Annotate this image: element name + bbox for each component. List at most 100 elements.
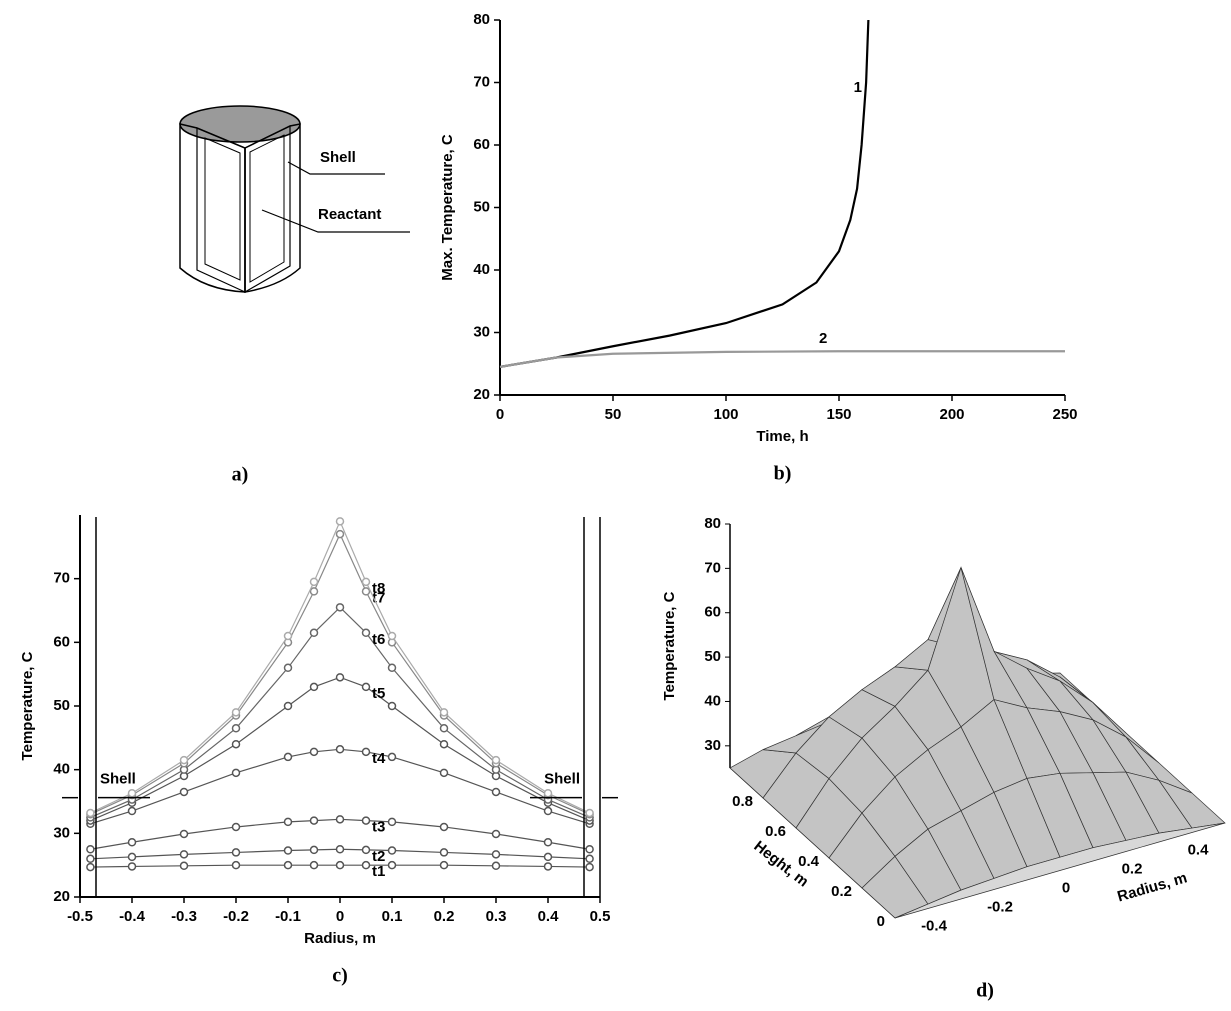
- shell-annotation: Shell: [544, 771, 580, 788]
- y-tick-label: 30: [53, 824, 70, 841]
- marker: [231, 724, 241, 733]
- marker: [231, 768, 241, 778]
- marker: [387, 701, 397, 711]
- marker: [283, 846, 293, 855]
- z-axis-label: Temperature, C: [661, 591, 678, 700]
- marker: [309, 577, 319, 587]
- marker: [179, 861, 189, 871]
- marker: [543, 837, 553, 847]
- marker: [86, 808, 95, 818]
- y-tick-label: 20: [53, 888, 70, 905]
- surface-side: [894, 822, 1226, 919]
- y-tick-label: 60: [473, 136, 490, 153]
- x-tick-label: 0.1: [382, 908, 403, 925]
- marker: [309, 860, 319, 870]
- marker: [439, 848, 449, 857]
- shell-annotation: Shell: [100, 771, 136, 788]
- marker: [387, 752, 397, 762]
- marker: [543, 852, 553, 862]
- series-label: t1: [372, 863, 385, 880]
- marker: [309, 845, 319, 855]
- cylinder-diagram: Shell Reactant a): [179, 105, 410, 486]
- marker: [283, 752, 293, 762]
- series-line: [499, 19, 870, 368]
- y-tick-label: 70: [473, 73, 490, 90]
- marker: [283, 817, 293, 827]
- marker: [127, 852, 137, 862]
- caption: c): [332, 965, 348, 987]
- z-tick-label: 30: [704, 737, 721, 754]
- series-label: t5: [372, 685, 385, 702]
- marker: [361, 577, 371, 587]
- y-tick-label: 40: [473, 261, 490, 278]
- marker: [309, 628, 319, 638]
- x-tick-label: -0.1: [275, 908, 301, 925]
- marker: [335, 603, 345, 612]
- y-tick-label: 0: [877, 913, 885, 930]
- y-tick-label: 0.6: [765, 823, 786, 840]
- x-tick-label: 0.4: [538, 908, 560, 925]
- marker: [491, 829, 501, 839]
- marker: [231, 739, 241, 749]
- y-tick-label: 50: [473, 198, 490, 215]
- marker: [361, 860, 371, 870]
- y-tick-label: 40: [53, 761, 70, 778]
- x-tick-label: -0.4: [119, 908, 146, 925]
- marker: [335, 529, 345, 539]
- marker: [543, 806, 553, 816]
- marker: [387, 631, 397, 641]
- x-tick-label: 150: [826, 406, 851, 423]
- y-tick-label: 80: [473, 11, 490, 28]
- marker: [231, 848, 241, 857]
- marker: [283, 701, 293, 711]
- x-tick-label: 0.4: [1188, 841, 1210, 858]
- marker: [439, 708, 449, 717]
- marker: [127, 837, 137, 847]
- y-axis-label: Max. Temperature, C: [439, 134, 456, 281]
- reactant-label: Reactant: [318, 206, 381, 223]
- y-tick-label: 0.2: [831, 883, 852, 900]
- caption: b): [774, 463, 792, 485]
- x-tick-label: 0.3: [486, 908, 507, 925]
- marker: [543, 862, 553, 871]
- marker: [179, 829, 189, 839]
- marker: [179, 850, 189, 859]
- marker: [361, 587, 371, 596]
- marker: [335, 815, 345, 824]
- marker: [179, 787, 189, 797]
- x-tick-label: 250: [1052, 406, 1077, 423]
- series-label: 1: [854, 79, 862, 96]
- x-tick-label: 0.2: [434, 908, 455, 925]
- x-tick-label: 100: [713, 406, 738, 423]
- x-tick-label: -0.3: [171, 908, 197, 925]
- y-tick-label: 60: [53, 633, 70, 650]
- x-tick-label: -0.2: [223, 908, 249, 925]
- y-axis-label: Temperature, C: [19, 651, 36, 760]
- series-label: t2: [372, 848, 385, 865]
- marker: [439, 768, 449, 778]
- x-axis-label: Radius, m: [304, 930, 376, 947]
- marker: [283, 631, 293, 641]
- series-line: [90, 519, 590, 814]
- y-tick-label: 30: [473, 323, 490, 340]
- x-tick-label: 0.2: [1122, 860, 1143, 877]
- z-tick-label: 50: [704, 648, 721, 665]
- marker: [491, 861, 501, 871]
- series-line: [90, 818, 590, 850]
- x-tick-label: 0: [336, 908, 344, 925]
- marker: [491, 787, 501, 797]
- x-tick-label: -0.5: [67, 908, 93, 925]
- marker: [361, 747, 371, 757]
- marker: [439, 724, 449, 733]
- shell-label: Shell: [320, 149, 356, 166]
- marker: [585, 808, 594, 818]
- marker: [335, 845, 345, 854]
- x-tick-label: 0: [1062, 879, 1070, 896]
- marker: [231, 708, 241, 717]
- marker: [86, 862, 95, 872]
- marker: [361, 816, 371, 825]
- marker: [335, 745, 345, 754]
- marker: [585, 862, 594, 872]
- series-label: t4: [372, 750, 386, 767]
